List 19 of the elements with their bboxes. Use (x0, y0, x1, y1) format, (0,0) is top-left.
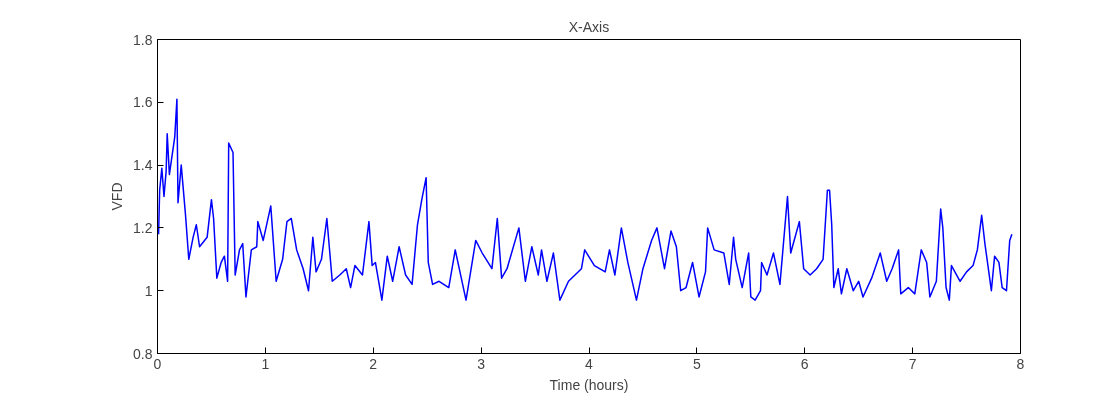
y-tick-label: 1.8 (133, 31, 153, 48)
y-tick-label: 1.6 (133, 94, 153, 111)
y-tick-label: 1.4 (133, 157, 153, 174)
x-tick-label: 5 (692, 355, 701, 372)
x-tick-label: 6 (800, 355, 809, 372)
line-series (157, 98, 1013, 301)
chart-title: X-Axis (568, 18, 610, 35)
y-tick-label: 1.2 (133, 219, 153, 236)
x-tick-label: 3 (477, 355, 486, 372)
x-tick-label: 0 (153, 355, 162, 372)
x-axis-title: Time (hours) (549, 376, 629, 393)
x-tick-label: 7 (908, 355, 917, 372)
y-tick-label: 0.8 (133, 345, 153, 362)
y-axis-title: VFD (109, 182, 126, 211)
x-tick-label: 8 (1016, 355, 1025, 372)
x-tick-label: 4 (585, 355, 594, 372)
y-tick-label: 1 (144, 282, 153, 299)
x-tick-label: 1 (261, 355, 270, 372)
x-tick-label: 2 (369, 355, 378, 372)
